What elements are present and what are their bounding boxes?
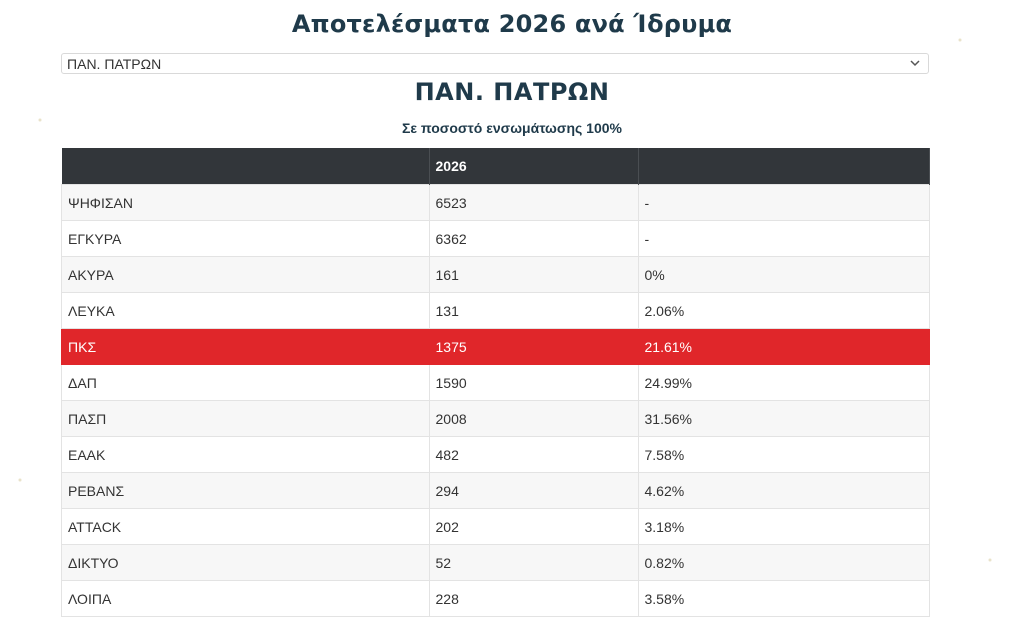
row-label: ΔΑΠ <box>61 364 430 401</box>
header-label <box>61 148 430 185</box>
results-table: 2026 ΨΗΦΙΣΑΝ 6523- ΕΓΚΥΡΑ 6362- ΑΚΥΡΑ 161 0% ΛΕ… <box>61 148 930 617</box>
table-row: ΡΕΒΑΝΣ 294 4.62% <box>61 472 930 509</box>
table-row: ΕΑΑΚ 482 7.58% <box>61 436 930 473</box>
subtitle: Σε ποσοστό ενσωμάτωσης 100% <box>401 120 622 136</box>
table-row: ΔΑΠ 1590 24.99% <box>61 364 930 401</box>
table-row: ΨΗΦΙΣΑΝ 6523- <box>61 184 930 221</box>
table-body: ΨΗΦΙΣΑΝ 6523- ΕΓΚΥΡΑ 6362- ΑΚΥΡΑ 161 0% ΛΕΥΚΑ 13… <box>61 184 930 617</box>
row-votes: 52 <box>428 544 639 581</box>
row-percent: - <box>637 184 930 221</box>
row-percent: 3.18% <box>637 508 930 545</box>
row-percent: 0.82% <box>637 544 930 581</box>
row-percent: 0% <box>637 256 930 293</box>
row-percent: 31.56% <box>637 400 930 437</box>
table-row: ΑΚΥΡΑ 161 0% <box>61 256 930 293</box>
row-label: ΛΕΥΚΑ <box>61 292 430 329</box>
row-votes: 294 <box>428 472 639 509</box>
row-votes: 6362 <box>428 220 639 257</box>
row-votes: 161 <box>428 256 639 293</box>
table-row: ΛΕΥΚΑ 131 2.06% <box>61 292 930 329</box>
row-label: ATTACK <box>61 508 430 545</box>
row-votes: 1590 <box>428 364 639 401</box>
row-percent: 2.06% <box>637 292 930 329</box>
row-votes: 2008 <box>428 400 639 437</box>
row-label: ΠΚΣ <box>61 328 430 365</box>
row-percent: 7.58% <box>637 436 930 473</box>
row-percent: 24.99% <box>637 364 930 401</box>
row-label: ΠΑΣΠ <box>61 400 430 437</box>
row-label: ΨΗΦΙΣΑΝ <box>61 184 430 221</box>
table-row: ΠΚΣ 1375 21.61% <box>61 328 930 365</box>
institution-select[interactable]: ΠΑΝ. ΠΑΤΡΩΝ <box>61 53 929 74</box>
row-votes: 6523 <box>428 184 639 221</box>
row-label: ΔΙΚΤΥΟ <box>61 544 430 581</box>
chevron-down-icon <box>910 60 920 67</box>
row-percent: 4.62% <box>637 472 930 509</box>
page-title: Αποτελέσματα 2026 ανά Ίδρυμα <box>291 10 733 38</box>
row-percent: 21.61% <box>637 328 930 365</box>
row-percent: 3.58% <box>637 580 930 617</box>
row-label: ΕΓΚΥΡΑ <box>61 220 430 257</box>
row-votes: 131 <box>428 292 639 329</box>
row-percent: - <box>637 220 930 257</box>
row-label: ΡΕΒΑΝΣ <box>61 472 430 509</box>
institution-title: ΠΑΝ. ΠΑΤΡΩΝ <box>414 78 610 106</box>
header-percent <box>638 148 930 185</box>
row-votes: 228 <box>428 580 639 617</box>
table-row: ΕΓΚΥΡΑ 6362- <box>61 220 930 257</box>
row-votes: 1375 <box>428 328 639 365</box>
header-year: 2026 <box>429 148 639 185</box>
table-header-row: 2026 <box>61 148 930 185</box>
table-row: ΠΑΣΠ 2008 31.56% <box>61 400 930 437</box>
institution-select-value: ΠΑΝ. ΠΑΤΡΩΝ <box>67 56 162 72</box>
row-votes: 202 <box>428 508 639 545</box>
row-label: ΑΚΥΡΑ <box>61 256 430 293</box>
table-row: ΛΟΙΠΑ 228 3.58% <box>61 580 930 617</box>
table-row: ΔΙΚΤΥΟ 52 0.82% <box>61 544 930 581</box>
row-label: ΛΟΙΠΑ <box>61 580 430 617</box>
row-votes: 482 <box>428 436 639 473</box>
row-label: ΕΑΑΚ <box>61 436 430 473</box>
table-row: ATTACK 202 3.18% <box>61 508 930 545</box>
